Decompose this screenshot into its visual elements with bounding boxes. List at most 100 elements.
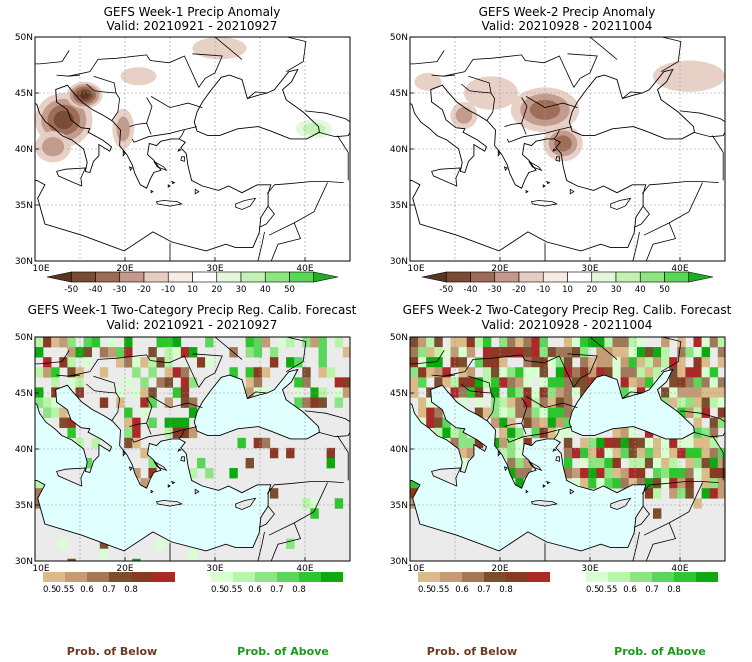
prob-below-cell — [148, 387, 157, 398]
prob-above-cell — [124, 377, 133, 388]
x-tick-label: 10E — [407, 264, 424, 274]
prob-below-cell — [269, 447, 279, 459]
prob-below-cell — [434, 377, 443, 388]
prob-below-cell — [318, 397, 327, 408]
colorbar-label: 0.6 — [248, 585, 262, 595]
prob-below-cell — [717, 468, 725, 479]
prob-above-cell — [418, 347, 427, 358]
prob-below-cell — [434, 417, 443, 429]
country-border — [521, 397, 528, 435]
prob-below-cell — [588, 447, 597, 459]
prob-above-cell — [164, 427, 173, 439]
country-border — [504, 122, 522, 127]
prob-below-cell — [596, 367, 605, 378]
colorbar-swatch — [664, 271, 690, 283]
prob-above-cell — [701, 337, 710, 348]
prob-above-cell — [669, 457, 678, 469]
country-border — [506, 126, 573, 143]
prob-below-cell — [410, 357, 419, 368]
island-coastline — [180, 456, 185, 462]
anomaly-contour — [116, 116, 130, 142]
country-border — [468, 375, 496, 422]
prob-below-cell — [572, 377, 581, 388]
country-border — [660, 337, 682, 373]
prob-above-cell — [685, 347, 694, 358]
prob-above-cell — [278, 337, 287, 348]
prob-above-cell — [205, 337, 214, 348]
country-border — [468, 75, 496, 122]
prob-above-cell — [620, 387, 629, 398]
country-border — [525, 96, 578, 109]
prob-below-cell — [685, 468, 694, 479]
prob-below-cell — [491, 347, 500, 358]
island-coastline — [497, 450, 501, 457]
prob-below-cell — [669, 437, 678, 449]
x-tick-label: 20E — [116, 264, 133, 274]
island-area — [153, 461, 167, 471]
prob-above-cell — [612, 357, 621, 368]
anomaly-contour — [41, 137, 65, 157]
prob-below-cell — [669, 357, 678, 368]
prob-below-cell — [563, 357, 573, 368]
sea-area — [410, 385, 646, 551]
country-border — [645, 222, 677, 261]
prob-below-cell — [563, 447, 573, 459]
prob-above-cell — [693, 377, 702, 388]
country-border — [178, 129, 185, 140]
prob-above-cell — [515, 478, 524, 489]
prob-below-cell — [563, 397, 573, 408]
colorbar-label: 0.8 — [667, 585, 681, 595]
country-border — [56, 74, 81, 77]
prob-below-cell — [612, 447, 621, 459]
prob-above-cell — [628, 347, 638, 358]
prob-below-cell — [644, 457, 654, 469]
prob-above-cell — [302, 337, 311, 348]
prob-above-cell — [653, 457, 662, 469]
prob-above-cell — [515, 427, 524, 439]
prob-above-cell — [91, 337, 101, 348]
prob-above-cell — [709, 377, 719, 388]
island-coastline — [171, 180, 176, 185]
prob-above-cell — [310, 498, 319, 509]
y-tick-label: 40N — [15, 445, 33, 455]
prob-below-cell — [180, 367, 190, 378]
prob-above-cell — [620, 437, 629, 449]
prob-above-cell — [434, 357, 443, 368]
prob-above-cell — [294, 397, 303, 408]
prob-below-cell — [342, 377, 350, 388]
prob-below-cell — [636, 437, 646, 449]
prob-above-cell — [172, 347, 182, 358]
prob-below-cell — [669, 367, 678, 378]
island-coastline — [555, 156, 560, 162]
prob-above-cell — [588, 478, 597, 489]
colorbar: 0.5 0.55 0.6 0.7 0.8 0.5 0.55 0.6 0.7 0.8 — [418, 572, 718, 595]
prob-above-cell — [286, 538, 295, 549]
colorbar-label: 0.7 — [102, 585, 116, 595]
country-border — [567, 353, 598, 388]
colorbar-label: 50 — [659, 285, 670, 295]
prob-below-cell — [245, 377, 254, 388]
prob-above-cell — [51, 397, 60, 408]
prob-below-cell — [701, 468, 710, 479]
prob-above-cell — [458, 347, 467, 358]
prob-above-cell — [531, 407, 540, 418]
island-coastline — [431, 467, 462, 487]
prob-above-cell — [555, 407, 565, 418]
colorbar-label: 0.5 — [211, 585, 225, 595]
prob-below-cell — [426, 407, 435, 418]
prob-below-cell — [410, 337, 419, 348]
colorbar-swatch — [615, 271, 641, 283]
colorbar-swatch — [299, 572, 321, 582]
prob-above-cell — [474, 357, 484, 368]
colorbar-swatch — [289, 271, 315, 283]
prob-above-cell — [188, 407, 198, 418]
prob-below-cell — [717, 377, 725, 388]
island-coastline — [528, 460, 543, 472]
country-border — [129, 122, 147, 127]
x-tick-label: 30E — [581, 264, 598, 274]
colorbar-swatch — [109, 572, 131, 582]
prob-above-cell — [563, 427, 573, 439]
colorbar-label: 0.7 — [645, 585, 659, 595]
prob-below-cell — [539, 427, 548, 439]
prob-above-cell — [555, 377, 565, 388]
